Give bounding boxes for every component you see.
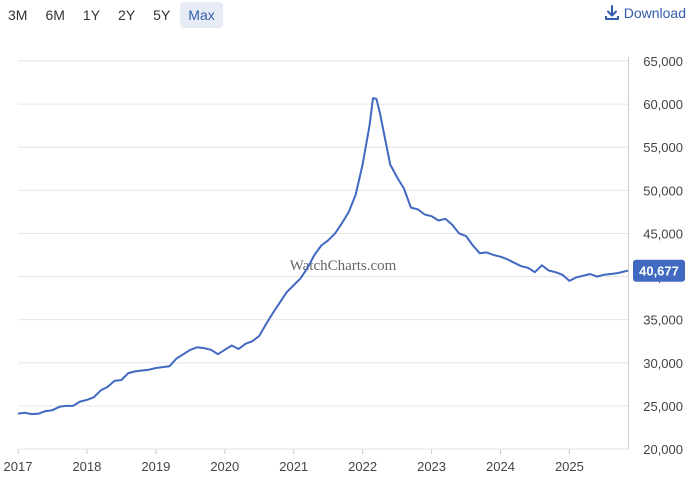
range-5y-button[interactable]: 5Y bbox=[153, 7, 171, 23]
range-selector: 3M 6M 1Y 2Y 5Y Max bbox=[0, 2, 225, 28]
range-3m-button[interactable]: 3M bbox=[8, 7, 28, 23]
current-value-badge: 40,677 bbox=[633, 259, 685, 282]
x-tick-label: 2023 bbox=[417, 459, 446, 474]
y-tick-label: 45,000 bbox=[643, 226, 683, 241]
x-tick-label: 2022 bbox=[348, 459, 377, 474]
y-tick-label: 30,000 bbox=[643, 356, 683, 371]
range-6m-button[interactable]: 6M bbox=[45, 7, 65, 23]
x-tick-label: 2024 bbox=[486, 459, 515, 474]
grid-lines bbox=[18, 60, 628, 450]
download-icon bbox=[604, 5, 619, 20]
x-tick-label: 2017 bbox=[4, 459, 33, 474]
y-tick-label: 20,000 bbox=[643, 442, 683, 457]
current-value-badge-bg bbox=[633, 259, 685, 282]
y-tick-label: 55,000 bbox=[643, 140, 683, 155]
x-tick-label: 2021 bbox=[279, 459, 308, 474]
current-value-label: 40,677 bbox=[639, 264, 679, 279]
range-1y-button[interactable]: 1Y bbox=[82, 7, 101, 23]
y-tick-label: 50,000 bbox=[643, 183, 683, 198]
x-tick-label: 2020 bbox=[210, 459, 239, 474]
x-tick-label: 2019 bbox=[141, 459, 170, 474]
price-series-line bbox=[17, 97, 629, 416]
range-max-button[interactable]: Max bbox=[180, 2, 223, 28]
y-tick-label: 60,000 bbox=[643, 97, 683, 112]
download-label: Download bbox=[623, 5, 686, 21]
y-tick-label: 35,000 bbox=[643, 313, 683, 328]
x-tick-label: 2018 bbox=[72, 459, 101, 474]
watermark-text: WatchCharts.com bbox=[290, 258, 397, 274]
range-2y-button[interactable]: 2Y bbox=[118, 7, 136, 23]
axes: 20,00025,00030,00035,00040,00045,00050,0… bbox=[4, 54, 683, 474]
y-tick-label: 65,000 bbox=[643, 54, 683, 69]
y-tick-label: 25,000 bbox=[643, 399, 683, 414]
download-button[interactable]: Download bbox=[604, 5, 686, 21]
x-tick-label: 2025 bbox=[555, 459, 584, 474]
